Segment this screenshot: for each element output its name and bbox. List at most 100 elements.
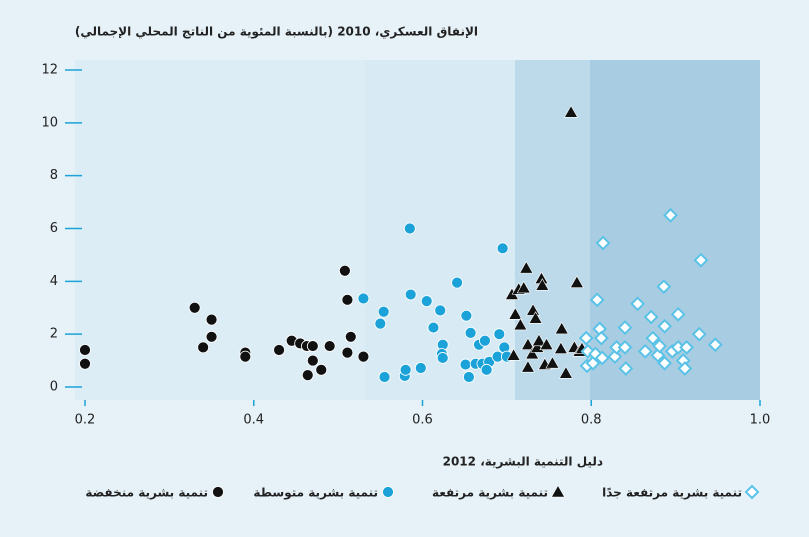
point xyxy=(513,317,528,331)
point xyxy=(323,340,336,352)
point xyxy=(618,361,634,376)
point xyxy=(341,346,354,359)
x-tick-label: 0.4 xyxy=(243,413,264,428)
point xyxy=(273,344,285,356)
y-tick-label: 8 xyxy=(50,168,58,183)
point xyxy=(479,334,491,347)
point xyxy=(652,338,668,354)
point xyxy=(585,355,601,371)
point xyxy=(595,235,611,251)
y-tick-label: 0 xyxy=(50,380,58,395)
point xyxy=(525,346,540,360)
point xyxy=(205,330,218,343)
point xyxy=(506,348,521,361)
point xyxy=(404,288,417,301)
point xyxy=(617,339,633,355)
point xyxy=(645,330,661,346)
point xyxy=(205,313,218,326)
point xyxy=(693,252,709,268)
point xyxy=(670,306,686,322)
point xyxy=(496,242,509,255)
point xyxy=(508,307,523,320)
point xyxy=(480,363,493,376)
point xyxy=(578,330,594,346)
point xyxy=(707,337,723,353)
point xyxy=(519,261,534,274)
point xyxy=(657,318,673,334)
point xyxy=(463,371,475,383)
chart-title: الإنفاق العسكري، 2010 (بالنسبة المئوية م… xyxy=(75,25,478,40)
y-tick-label: 10 xyxy=(41,115,58,130)
point xyxy=(691,326,707,342)
point xyxy=(643,309,659,325)
point xyxy=(594,350,610,366)
point xyxy=(420,295,433,308)
x-tick-label: 0.8 xyxy=(581,413,602,428)
point xyxy=(558,366,573,379)
legend-label: تنمية بشرية مرتفعة xyxy=(432,486,548,500)
point xyxy=(528,311,543,324)
point xyxy=(630,296,646,312)
point xyxy=(315,363,328,376)
point xyxy=(301,369,314,382)
point xyxy=(79,344,91,356)
point xyxy=(545,356,560,369)
legend-marker xyxy=(744,484,760,500)
legend-marker xyxy=(550,484,566,498)
point xyxy=(520,337,535,351)
point xyxy=(493,328,506,341)
point xyxy=(344,330,357,343)
y-tick-label: 4 xyxy=(50,274,58,289)
point xyxy=(539,337,554,351)
point xyxy=(656,279,672,295)
point xyxy=(637,343,653,359)
point xyxy=(569,275,584,288)
point xyxy=(436,352,449,364)
point xyxy=(464,326,477,339)
point xyxy=(399,363,412,376)
point xyxy=(239,350,252,363)
point xyxy=(650,347,666,363)
point xyxy=(374,317,387,330)
y-tick-label: 6 xyxy=(50,221,58,236)
legend-label: تنمية بشرية مرتفعة جدًا xyxy=(602,486,742,500)
point xyxy=(459,358,472,371)
point xyxy=(520,360,535,373)
y-tick-label: 2 xyxy=(50,327,58,342)
x-tick-label: 0.2 xyxy=(75,413,96,428)
point xyxy=(378,371,391,383)
point xyxy=(357,350,370,363)
x-tick-label: 0.6 xyxy=(412,413,433,428)
point xyxy=(553,341,568,354)
point xyxy=(516,280,531,294)
point xyxy=(79,357,91,370)
point xyxy=(197,341,210,354)
point xyxy=(607,349,623,365)
point xyxy=(531,333,546,347)
legend-marker xyxy=(212,486,224,498)
point xyxy=(593,330,609,346)
y-tick-label: 12 xyxy=(41,63,58,78)
point xyxy=(589,292,605,308)
point xyxy=(677,361,693,376)
point xyxy=(657,355,673,371)
point xyxy=(451,276,463,289)
point xyxy=(617,320,633,335)
point xyxy=(434,304,447,317)
point xyxy=(679,339,695,355)
point xyxy=(403,222,416,235)
point xyxy=(377,305,390,318)
point xyxy=(663,207,678,223)
point xyxy=(554,321,569,335)
point xyxy=(460,309,473,322)
band-low xyxy=(75,60,365,400)
point xyxy=(588,346,603,362)
point xyxy=(306,340,319,352)
point xyxy=(414,362,427,374)
point xyxy=(188,301,201,314)
point xyxy=(427,321,440,334)
point xyxy=(563,105,579,118)
legend-marker xyxy=(382,486,394,498)
point xyxy=(338,264,351,277)
